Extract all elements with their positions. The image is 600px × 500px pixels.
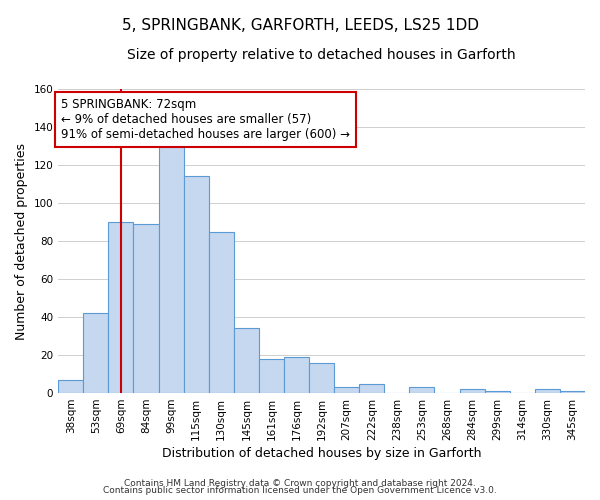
- Bar: [83, 314, 109, 393]
- Bar: [234, 328, 259, 393]
- Text: Contains public sector information licensed under the Open Government Licence v3: Contains public sector information licen…: [103, 486, 497, 495]
- Title: Size of property relative to detached houses in Garforth: Size of property relative to detached ho…: [127, 48, 516, 62]
- Text: Contains HM Land Registry data © Crown copyright and database right 2024.: Contains HM Land Registry data © Crown c…: [124, 478, 476, 488]
- Bar: [209, 232, 234, 393]
- Bar: [109, 222, 133, 393]
- Bar: [359, 384, 385, 393]
- Bar: [284, 357, 309, 393]
- Bar: [133, 224, 158, 393]
- Bar: [184, 176, 209, 393]
- Bar: [535, 390, 560, 393]
- Text: 5 SPRINGBANK: 72sqm
← 9% of detached houses are smaller (57)
91% of semi-detache: 5 SPRINGBANK: 72sqm ← 9% of detached hou…: [61, 98, 350, 141]
- Bar: [58, 380, 83, 393]
- Bar: [158, 138, 184, 393]
- X-axis label: Distribution of detached houses by size in Garforth: Distribution of detached houses by size …: [162, 447, 481, 460]
- Text: 5, SPRINGBANK, GARFORTH, LEEDS, LS25 1DD: 5, SPRINGBANK, GARFORTH, LEEDS, LS25 1DD: [121, 18, 479, 32]
- Bar: [485, 391, 510, 393]
- Bar: [309, 362, 334, 393]
- Y-axis label: Number of detached properties: Number of detached properties: [15, 142, 28, 340]
- Bar: [460, 390, 485, 393]
- Bar: [334, 388, 359, 393]
- Bar: [409, 388, 434, 393]
- Bar: [259, 359, 284, 393]
- Bar: [560, 391, 585, 393]
